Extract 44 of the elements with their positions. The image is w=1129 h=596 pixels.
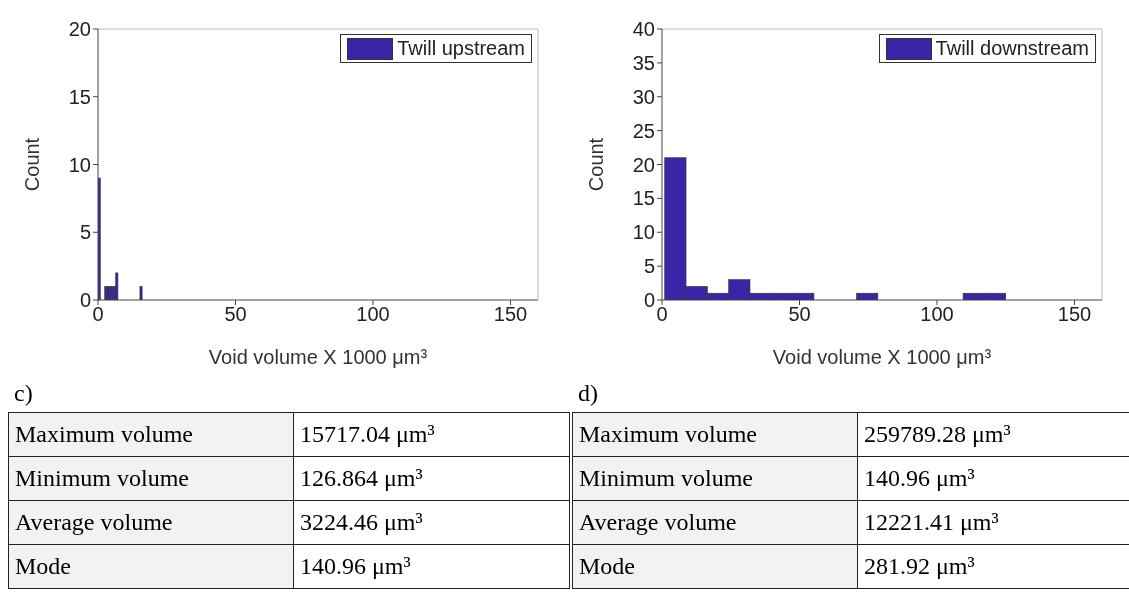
x-tick-label: 100 — [356, 303, 390, 326]
y-tick-label: 5 — [79, 221, 91, 244]
y-tick-label: 10 — [632, 221, 655, 244]
text: Average volume — [8, 500, 294, 545]
text: Maximum volume — [8, 412, 294, 457]
text: Mode — [8, 544, 294, 589]
text: 15717.04 μm³ — [293, 412, 570, 457]
text: d) — [577, 380, 599, 408]
y-tick-label: 25 — [632, 119, 655, 142]
legend-label: Twill upstream — [340, 34, 532, 63]
x-tick-label: 150 — [1057, 303, 1092, 326]
x-axis-title: Void volume X 1000 μm³ — [772, 346, 992, 368]
y-tick-label: 5 — [643, 255, 655, 278]
y-axis-title: Count — [21, 137, 44, 192]
y-tick-label: 0 — [643, 289, 655, 312]
text: 12221.41 μm³ — [857, 500, 1129, 545]
text: 281.92 μm³ — [857, 544, 1129, 589]
legend-label: Twill downstream — [878, 34, 1096, 63]
text: 140.96 μm³ — [293, 544, 570, 589]
x-axis-title: Void volume X 1000 μm³ — [208, 346, 428, 368]
y-tick-label: 40 — [632, 18, 655, 41]
y-tick-label: 20 — [68, 18, 91, 41]
text: Minimum volume — [572, 456, 858, 501]
y-tick-label: 35 — [632, 51, 655, 74]
text: 3224.46 μm³ — [293, 500, 570, 545]
y-tick-label: 15 — [632, 187, 655, 210]
text: 259789.28 μm³ — [857, 412, 1129, 457]
y-tick-label: 30 — [632, 85, 655, 108]
text: 140.96 μm³ — [857, 456, 1129, 501]
y-axis-title: Count — [585, 137, 608, 192]
x-tick-label: 50 — [788, 303, 811, 326]
y-tick-label: 10 — [68, 153, 91, 176]
text: c) — [13, 380, 34, 408]
y-tick-label: 20 — [632, 153, 655, 176]
text: 126.864 μm³ — [293, 456, 570, 501]
text: Mode — [572, 544, 858, 589]
x-tick-label: 100 — [920, 303, 954, 326]
text: Maximum volume — [572, 412, 858, 457]
x-tick-label: 50 — [224, 303, 247, 326]
x-tick-label: 150 — [493, 303, 528, 326]
y-tick-label: 15 — [68, 85, 91, 108]
text: Average volume — [572, 500, 858, 545]
text: Minimum volume — [8, 456, 294, 501]
y-tick-label: 0 — [79, 289, 91, 312]
